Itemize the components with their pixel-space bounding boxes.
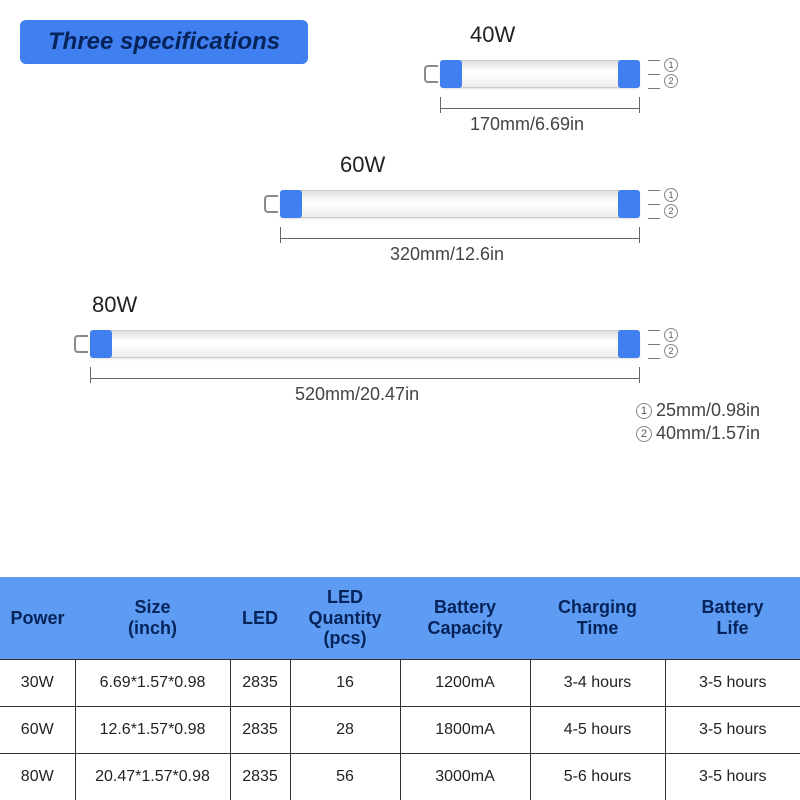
table-header-row: PowerSize(inch)LEDLEDQuantity(pcs)Batter…: [0, 577, 800, 660]
table-cell: 1800mA: [400, 707, 530, 754]
table-cell: 12.6*1.57*0.98: [75, 707, 230, 754]
table-cell: 5-6 hours: [530, 754, 665, 800]
dimension-line: [280, 238, 640, 239]
tube-body: [440, 60, 640, 88]
title-bar: Three specifications: [20, 20, 308, 64]
table-cell: 4-5 hours: [530, 707, 665, 754]
legend-text: 40mm/1.57in: [656, 423, 760, 443]
table-header-cell: Power: [0, 577, 75, 660]
table-cell: 60W: [0, 707, 75, 754]
title-text: Three specifications: [48, 28, 280, 55]
tube-body: [90, 330, 640, 358]
hook-icon: [74, 335, 88, 353]
table-header-cell: Size(inch): [75, 577, 230, 660]
legend-row: 125mm/0.98in: [636, 400, 760, 421]
table-cell: 3-5 hours: [665, 754, 800, 800]
height-marks: 1 2: [644, 330, 660, 358]
table-cell: 2835: [230, 660, 290, 707]
table-header-cell: LEDQuantity(pcs): [290, 577, 400, 660]
table-row: 30W6.69*1.57*0.982835161200mA3-4 hours3-…: [0, 660, 800, 707]
table-body: 30W6.69*1.57*0.982835161200mA3-4 hours3-…: [0, 660, 800, 800]
table-cell: 20.47*1.57*0.98: [75, 754, 230, 800]
table-cell: 3-4 hours: [530, 660, 665, 707]
table-cell: 3-5 hours: [665, 660, 800, 707]
table-header-cell: BatteryCapacity: [400, 577, 530, 660]
legend-row: 240mm/1.57in: [636, 423, 760, 444]
tube-label: 60W: [340, 152, 385, 178]
table-cell: 16: [290, 660, 400, 707]
table-cell: 3000mA: [400, 754, 530, 800]
tube-body: [280, 190, 640, 218]
legend-number-icon: 2: [636, 426, 652, 442]
height-legend: 125mm/0.98in 240mm/1.57in: [636, 398, 760, 446]
table-header-cell: BatteryLife: [665, 577, 800, 660]
tube-60w: 1 2: [280, 190, 640, 218]
legend-text: 25mm/0.98in: [656, 400, 760, 420]
table-cell: 1200mA: [400, 660, 530, 707]
hook-icon: [264, 195, 278, 213]
table-cell: 30W: [0, 660, 75, 707]
hook-icon: [424, 65, 438, 83]
table-row: 60W12.6*1.57*0.982835281800mA4-5 hours3-…: [0, 707, 800, 754]
tube-label: 40W: [470, 22, 515, 48]
table-cell: 28: [290, 707, 400, 754]
table-header-cell: LED: [230, 577, 290, 660]
height-marks: 1 2: [644, 190, 660, 218]
dimension-text: 320mm/12.6in: [390, 244, 504, 265]
tube-80w: 1 2: [90, 330, 640, 358]
table-cell: 2835: [230, 707, 290, 754]
table-cell: 3-5 hours: [665, 707, 800, 754]
table-cell: 6.69*1.57*0.98: [75, 660, 230, 707]
table-cell: 56: [290, 754, 400, 800]
dimension-line: [440, 108, 640, 109]
height-marks: 1 2: [644, 60, 660, 88]
dimension-text: 520mm/20.47in: [295, 384, 419, 405]
legend-number-icon: 1: [636, 403, 652, 419]
table-header-cell: ChargingTime: [530, 577, 665, 660]
tube-40w: 1 2: [440, 60, 640, 88]
spec-table: PowerSize(inch)LEDLEDQuantity(pcs)Batter…: [0, 577, 800, 800]
dimension-text: 170mm/6.69in: [470, 114, 584, 135]
dimension-line: [90, 378, 640, 379]
tube-label: 80W: [92, 292, 137, 318]
table-cell: 80W: [0, 754, 75, 800]
table-row: 80W20.47*1.57*0.982835563000mA5-6 hours3…: [0, 754, 800, 800]
table-cell: 2835: [230, 754, 290, 800]
